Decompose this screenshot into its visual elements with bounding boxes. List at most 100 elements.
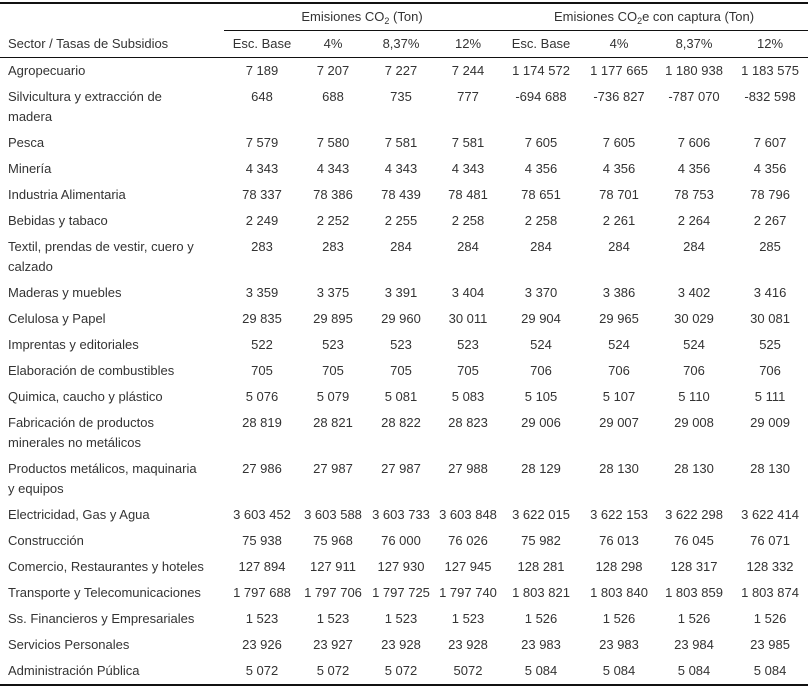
value-cell: 1 180 938 [665,63,723,78]
value-cell: 27 987 [381,461,421,476]
value-cell: 29 006 [521,415,561,430]
value-cell: 75 982 [521,533,561,548]
value-cell: 705 [390,363,412,378]
value-cell: 5 083 [451,389,485,404]
value-cell: 27 987 [313,461,353,476]
table-row: Construcción 75 938 75 968 76 000 76 026 75 9… [0,528,808,554]
value-cell: 23 984 [674,637,714,652]
value-cell: 29 835 [242,311,282,326]
value-cell: 7 607 [753,135,787,150]
value-cell: 76 013 [599,533,639,548]
value-cell: 29 904 [521,311,561,326]
column-header-4pct-co2: 4% [300,30,366,58]
value-cell: 30 011 [448,311,488,326]
sector-cell: Maderas y muebles [8,285,122,300]
value-cell: 127 945 [444,559,492,574]
sector-cell: Bebidas y tabaco [8,213,108,228]
value-cell: 5 076 [245,389,279,404]
group-header-co2e-prefix: Emisiones CO [553,9,638,24]
value-cell: 28 822 [381,415,421,430]
table-header: Emisiones CO2 (Ton) Emisiones CO2e con c… [0,3,808,58]
corner-cell [0,3,224,31]
value-cell: 1 183 575 [741,63,799,78]
value-cell: 705 [251,363,273,378]
value-cell: 23 928 [448,637,488,652]
value-cell: 523 [457,337,479,352]
value-cell: 29 895 [313,311,353,326]
table-row: Bebidas y tabaco 2 249 2 252 2 255 2 258 2 25… [0,208,808,234]
value-cell: 524 [683,337,705,352]
sector-cell: Industria Alimentaria [8,187,126,202]
value-cell: 3 603 733 [372,507,430,522]
sector-cell: Ss. Financieros y Empresariales [8,611,195,626]
value-cell: 75 938 [242,533,282,548]
group-header-co2: Emisiones CO2 (Ton) [224,3,501,31]
value-cell: 5 111 [754,389,786,404]
value-cell: 1 797 740 [439,585,497,600]
table-row: Agropecuario 7 189 7 207 7 227 7 244 1 174 57… [0,58,808,85]
value-cell: 522 [251,337,273,352]
table-row: Celulosa y Papel 29 835 29 895 29 960 30 011… [0,306,808,332]
table-row: Industria Alimentaria 78 337 78 386 78 439 7… [0,182,808,208]
value-cell: 28 129 [521,461,561,476]
value-cell: 648 [251,89,273,104]
value-cell: 7 579 [245,135,279,150]
sector-cell: Textil, prendas de vestir, cuero y calza… [8,239,194,274]
value-cell: 2 261 [602,213,636,228]
value-cell: 29 007 [599,415,639,430]
value-cell: 5 084 [753,663,787,678]
value-cell: 127 894 [238,559,286,574]
value-cell: 23 927 [313,637,353,652]
value-cell: 78 651 [521,187,561,202]
value-cell: 283 [251,239,273,254]
sector-cell: Minería [8,161,52,176]
value-cell: 2 267 [753,213,787,228]
table-body: Agropecuario 7 189 7 207 7 227 7 244 1 174 57… [0,58,808,686]
value-cell: 7 207 [316,63,350,78]
value-cell: 5 084 [602,663,636,678]
value-cell: 75 968 [313,533,353,548]
value-cell: 29 965 [599,311,639,326]
value-cell: 128 298 [595,559,643,574]
value-cell: 706 [608,363,630,378]
value-cell: 29 008 [674,415,714,430]
value-cell: 1 177 665 [590,63,648,78]
value-cell: 4 356 [524,161,558,176]
value-cell: 27 986 [242,461,282,476]
group-header-co2-suffix: (Ton) [389,9,423,24]
value-cell: -832 598 [744,89,796,104]
column-header-12pct-co2: 12% [436,30,501,58]
value-cell: 523 [322,337,344,352]
value-cell: 284 [457,239,479,254]
value-cell: 1 803 840 [590,585,648,600]
co2-subscript: 2 [384,16,390,26]
value-cell: 4 343 [451,161,485,176]
value-cell: 23 983 [521,637,561,652]
value-cell: 735 [390,89,412,104]
column-header-esc-base-co2e: Esc. Base [500,30,583,58]
value-cell: 5 084 [677,663,711,678]
value-cell: 5 072 [245,663,279,678]
value-cell: 524 [608,337,630,352]
value-cell: 4 343 [245,161,279,176]
value-cell: 284 [683,239,705,254]
value-cell: 5 072 [384,663,418,678]
value-cell: 7 189 [245,63,279,78]
value-cell: 76 071 [750,533,790,548]
value-cell: 3 359 [245,285,279,300]
value-cell: 3 622 414 [741,507,799,522]
value-cell: 4 356 [602,161,636,176]
column-header-esc-base-co2: Esc. Base [224,30,300,58]
value-cell: 3 603 588 [304,507,362,522]
value-cell: 777 [457,89,479,104]
value-cell: 30 029 [674,311,714,326]
value-cell: 7 581 [451,135,485,150]
value-cell: 705 [322,363,344,378]
table-row: Pesca 7 579 7 580 7 581 7 581 7 605 7 605 7 606… [0,130,808,156]
value-cell: 127 930 [377,559,425,574]
sector-cell: Servicios Personales [8,637,130,652]
value-cell: 688 [322,89,344,104]
value-cell: 3 622 153 [590,507,648,522]
value-cell: -787 070 [668,89,720,104]
